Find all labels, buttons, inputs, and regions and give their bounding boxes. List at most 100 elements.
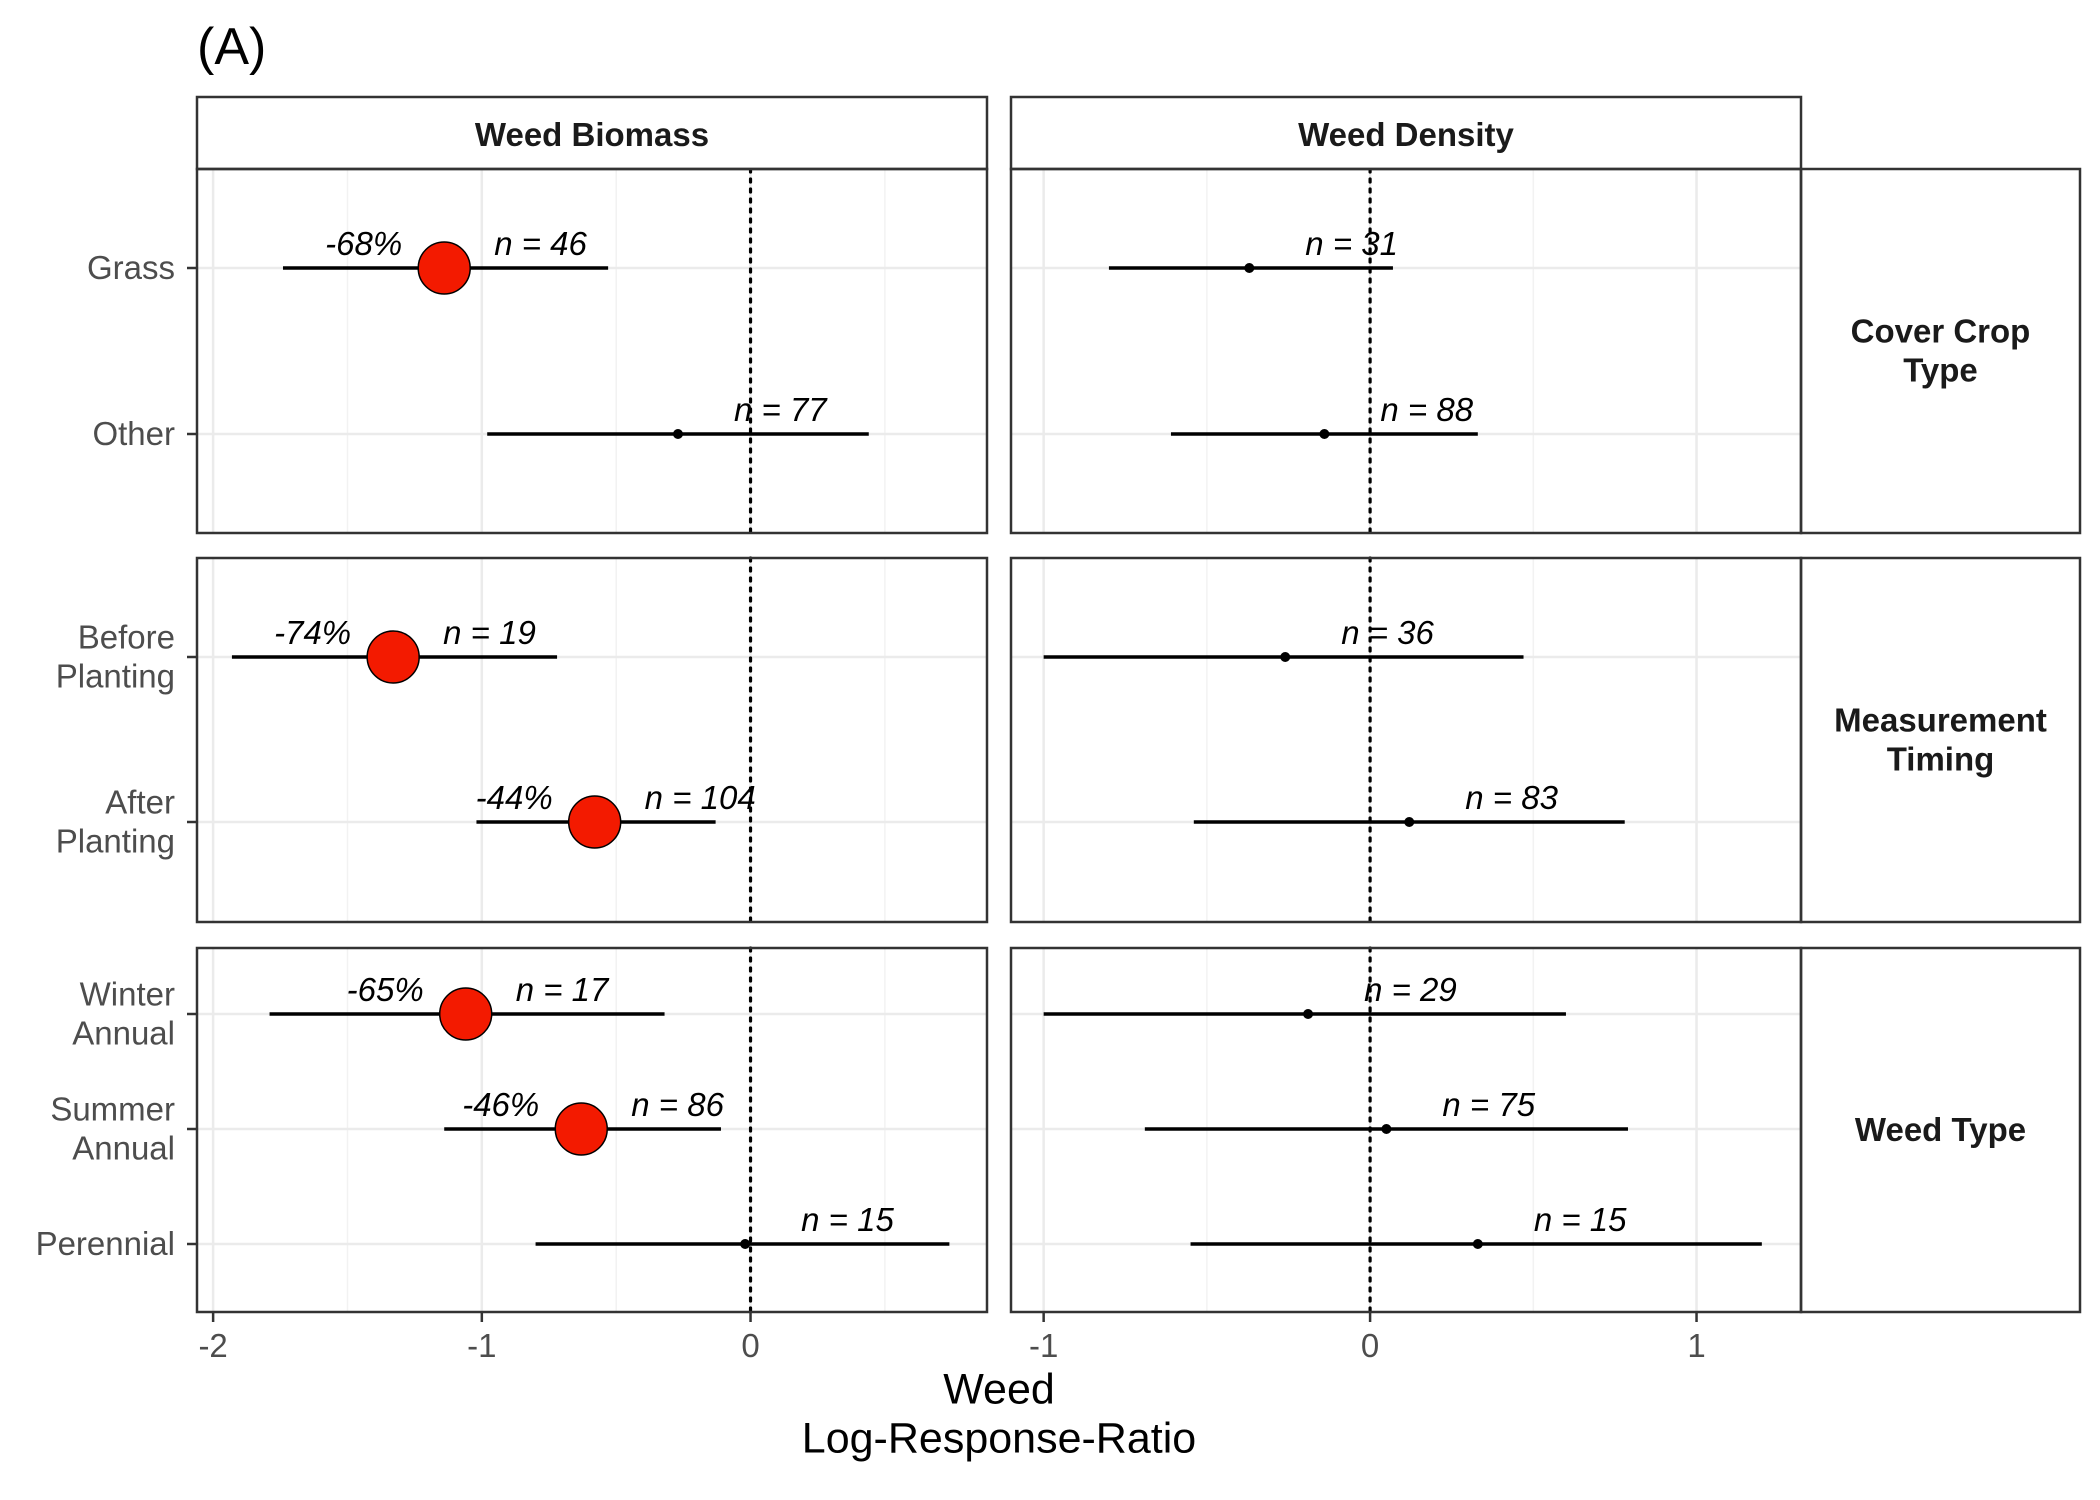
column-strip-label: Weed Density: [1298, 116, 1514, 153]
y-tick-label-line: After: [105, 784, 175, 821]
n-label: n = 17: [516, 971, 610, 1008]
significant-point: [554, 1102, 609, 1156]
y-tick-label: Other: [92, 415, 175, 452]
column-strip-box: [195, 95, 989, 171]
effect-estimate: n = 75: [1144, 1086, 1628, 1134]
percent-label: -44%: [476, 779, 553, 816]
significant-point: [438, 987, 493, 1041]
n-label: n = 86: [631, 1086, 724, 1123]
y-tick-label-line: Annual: [72, 1015, 175, 1052]
panel-0-0: [197, 167, 987, 535]
x-tick-label: -2: [198, 1327, 227, 1364]
y-tick-label-line: Before: [78, 619, 175, 656]
x-tick-label: -1: [467, 1327, 496, 1364]
point-estimate: [672, 429, 683, 439]
point-estimate: [1319, 429, 1330, 439]
significant-point: [366, 630, 420, 684]
percent-label: -68%: [325, 225, 402, 262]
point-estimate: [1280, 652, 1291, 662]
panel-1-0: [1011, 167, 1801, 535]
row-strip-label: Weed Type: [1855, 1111, 2026, 1148]
n-label: n = 104: [645, 779, 756, 816]
row-strip-label: Cover Crop Type: [1851, 313, 2031, 389]
plot-area: Weed Biomass -2 -1 0 Weed Density -1 0 1 Grass Ot…: [36, 95, 2082, 1463]
panel-tag: (A): [197, 18, 266, 76]
panel-border: [1009, 167, 1803, 535]
effect-estimate: -68% n = 46: [282, 225, 609, 295]
effect-estimate: n = 15: [535, 1201, 950, 1249]
panel-0-1: [197, 556, 987, 924]
row-strip-label: Measurement Timing: [1834, 702, 2047, 778]
panel-border: [1009, 946, 1803, 1314]
effect-estimate: n = 29: [1043, 971, 1566, 1019]
effect-estimate: n = 83: [1193, 779, 1625, 827]
y-tick-label: Grass: [87, 249, 175, 286]
n-label: n = 75: [1442, 1086, 1535, 1123]
panel-border: [195, 556, 989, 924]
row-strip-box: [1799, 946, 2082, 1314]
row-strip-box: [1799, 556, 2082, 924]
y-tick-label-line: Planting: [56, 823, 175, 860]
effect-estimate: n = 31: [1108, 225, 1398, 273]
panel-border: [195, 167, 989, 535]
y-tick-label-line: Summer: [50, 1091, 175, 1128]
n-label: n = 83: [1465, 779, 1558, 816]
effect-estimate: -74% n = 19: [231, 614, 558, 684]
row-strip-box: [1799, 167, 2082, 535]
y-tick-label-line: Grass: [87, 249, 175, 286]
significant-point: [567, 795, 622, 849]
row-strip-label-line: Measurement: [1834, 702, 2047, 739]
n-label: n = 88: [1380, 391, 1473, 428]
panel-1-1: [1011, 556, 1801, 924]
n-label: n = 31: [1305, 225, 1398, 262]
effect-estimate: -46% n = 86: [444, 1086, 725, 1156]
row-strip-label-line: Cover Crop: [1851, 313, 2031, 350]
effect-estimate: -65% n = 17: [269, 971, 665, 1041]
x-tick-label: 1: [1687, 1327, 1705, 1364]
row-strip-label-line: Type: [1903, 352, 1978, 389]
y-tick-label-line: Annual: [72, 1130, 175, 1167]
point-estimate: [1303, 1009, 1314, 1019]
x-axis-title-line: Weed: [943, 1366, 1055, 1414]
percent-label: -65%: [347, 971, 424, 1008]
point-estimate: [740, 1239, 751, 1249]
y-tick-label: After Planting: [56, 784, 175, 860]
y-tick-label: Summer Annual: [50, 1091, 175, 1167]
y-tick-label-line: Other: [92, 415, 175, 452]
n-label: n = 77: [734, 391, 828, 428]
column-strip-label: Weed Biomass: [475, 116, 709, 153]
n-label: n = 46: [494, 225, 587, 262]
effect-estimate: n = 36: [1043, 614, 1524, 662]
column-strip-box: [1009, 95, 1803, 171]
effect-estimate: -44% n = 104: [476, 779, 756, 849]
effect-estimate: n = 88: [1170, 391, 1478, 439]
n-label: n = 36: [1341, 614, 1434, 651]
point-estimate: [1244, 263, 1255, 273]
significant-point: [417, 241, 471, 295]
point-estimate: [1381, 1124, 1392, 1134]
y-tick-label: Before Planting: [56, 619, 175, 695]
percent-label: -46%: [462, 1086, 539, 1123]
x-tick-label: -1: [1029, 1327, 1058, 1364]
effect-estimate: n = 15: [1190, 1201, 1762, 1249]
point-estimate: [1472, 1239, 1483, 1249]
x-axis-title: Weed Log-Response-Ratio: [802, 1366, 1196, 1463]
x-tick-label: 0: [1361, 1327, 1379, 1364]
effect-estimate: n = 77: [487, 391, 869, 439]
n-label: n = 15: [1534, 1201, 1627, 1238]
y-tick-label-line: Winter: [80, 976, 175, 1013]
n-label: n = 19: [443, 614, 536, 651]
n-label: n = 15: [801, 1201, 894, 1238]
row-strip-label-line: Timing: [1887, 741, 1995, 778]
y-tick-label: Perennial: [36, 1225, 175, 1262]
x-axis-title-line: Log-Response-Ratio: [802, 1415, 1196, 1463]
x-tick-label: 0: [741, 1327, 759, 1364]
y-tick-label-line: Perennial: [36, 1225, 175, 1262]
y-tick-label-line: Planting: [56, 658, 175, 695]
row-strip-label-line: Weed Type: [1855, 1111, 2026, 1148]
percent-label: -74%: [274, 614, 351, 651]
n-label: n = 29: [1364, 971, 1457, 1008]
panel-border: [195, 946, 989, 1314]
point-estimate: [1404, 817, 1415, 827]
